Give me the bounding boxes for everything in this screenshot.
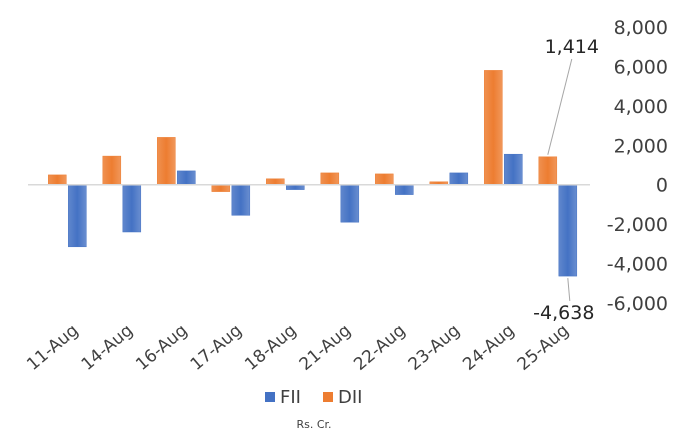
y-axis-ticks: 8,000 6,000 4,000 2,000 0 -2,000 -4,000 -6,000 — [607, 17, 668, 315]
x-axis-ticks: 11-Aug14-Aug16-Aug17-Aug18-Aug21-Aug22-A… — [23, 321, 573, 375]
legend-swatch-dii — [323, 392, 333, 402]
legend: FII DII — [265, 387, 362, 408]
x-tick-label: 18-Aug — [241, 321, 300, 375]
data-label-fii-25-aug: -4,638 — [533, 302, 594, 324]
x-tick-label: 21-Aug — [296, 321, 355, 375]
y-tick-label: 2,000 — [614, 135, 668, 157]
x-tick-label: 11-Aug — [23, 321, 82, 375]
x-tick-label: 14-Aug — [78, 321, 137, 375]
data-label-leader-line — [547, 58, 573, 155]
bar-fii-24-aug — [504, 153, 523, 186]
data-labels: 1,414 -4,638 — [533, 36, 599, 324]
x-tick-label: 23-Aug — [405, 321, 464, 375]
legend-label-fii: FII — [280, 387, 301, 408]
bar-dii-25-aug — [538, 156, 558, 185]
bar-fii-23-aug — [449, 172, 469, 185]
bar-fii-11-aug — [68, 184, 87, 248]
bar-fii-17-aug — [231, 184, 251, 216]
x-tick-label: 25-Aug — [514, 321, 573, 375]
bar-fii-16-aug — [177, 170, 196, 185]
y-tick-label: -4,000 — [607, 254, 668, 276]
data-label-dii-25-aug: 1,414 — [545, 36, 599, 58]
y-tick-label: -2,000 — [607, 214, 668, 236]
bar-fii-21-aug — [340, 184, 360, 223]
bars — [48, 70, 578, 277]
bar-fii-14-aug — [122, 184, 142, 233]
y-tick-label: 0 — [656, 175, 668, 197]
x-axis-label: Rs. Cr. — [296, 418, 331, 431]
bar-dii-21-aug — [320, 172, 340, 185]
bar-dii-11-aug — [48, 174, 67, 186]
legend-label-dii: DII — [338, 387, 362, 408]
x-tick-label: 17-Aug — [187, 321, 246, 375]
data-label-leader-line — [567, 278, 571, 302]
y-tick-label: 8,000 — [614, 17, 668, 39]
bar-dii-22-aug — [375, 173, 394, 185]
y-tick-label: 6,000 — [614, 56, 668, 78]
y-tick-label: -6,000 — [607, 293, 668, 315]
x-tick-label: 22-Aug — [350, 321, 409, 375]
bar-dii-18-aug — [266, 178, 285, 185]
x-tick-label: 16-Aug — [132, 321, 191, 375]
legend-swatch-fii — [265, 392, 275, 402]
bar-dii-24-aug — [484, 70, 503, 185]
bar-dii-17-aug — [211, 184, 231, 192]
bar-dii-14-aug — [102, 155, 122, 185]
bar-dii-16-aug — [157, 137, 176, 185]
bar-fii-25-aug — [558, 184, 578, 277]
bar-fii-22-aug — [395, 184, 414, 195]
y-tick-label: 4,000 — [614, 96, 668, 118]
x-tick-label: 24-Aug — [459, 321, 518, 375]
